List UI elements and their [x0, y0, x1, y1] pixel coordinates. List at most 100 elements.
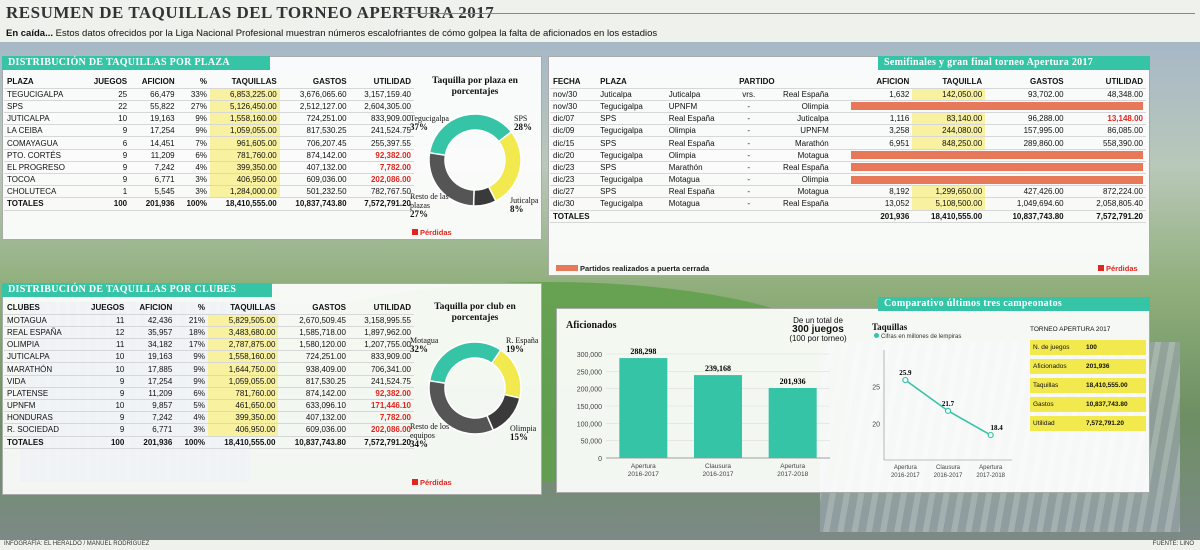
table-cell: 3,258 — [847, 124, 913, 138]
table-cell: 633,096.10 — [278, 399, 349, 413]
summary-row: N. de juegos 100 — [1030, 340, 1146, 355]
summary-value: 100 — [1086, 344, 1097, 351]
totals-cell: 100% — [177, 197, 210, 211]
table-row: dic/15 SPS Real España - Marathón 6,951 848,25… — [550, 136, 1146, 150]
table-cell: dic/27 — [550, 185, 598, 199]
x-tick-label: Apertura — [631, 463, 656, 470]
table-cell: EL PROGRESO — [4, 161, 83, 175]
match-cell: Real España - Juticalpa — [665, 112, 848, 126]
table-cell: 427,426.00 — [985, 185, 1067, 199]
table-cell: SPS — [4, 100, 83, 114]
table-cell: 1,049,694.60 — [985, 197, 1067, 211]
table-cell: nov/30 — [550, 100, 598, 114]
home-team: Juticalpa — [668, 89, 701, 99]
match-cell: Real España - Marathón — [665, 136, 848, 150]
column-header: UTILIDAD — [348, 302, 414, 315]
table-cell: 66,479 — [130, 88, 178, 101]
column-header: TAQUILLAS — [209, 76, 280, 89]
table-row: TEGUCIGALPA 25 66,479 33% 6,853,225.00 3,676,… — [4, 88, 414, 101]
plaza-donut-area: Taquilla por plaza en porcentajes Teguci… — [410, 76, 540, 238]
table-row: JUTICALPA 10 19,163 9% 1,558,160.00 724,251.0… — [4, 112, 414, 126]
table-cell: 17,254 — [127, 375, 176, 388]
totals-cell: 7,572,791.20 — [349, 197, 414, 211]
column-header: GASTOS — [278, 302, 349, 315]
table-row: R. SOCIEDAD 9 6,771 3% 406,950.00 609,036.00 2… — [4, 423, 414, 437]
donut-slice — [428, 341, 502, 385]
table-cell: 17% — [175, 338, 208, 352]
table-cell: 9% — [177, 124, 210, 138]
table-row: MOTAGUA 11 42,436 21% 5,829,505.00 2,670,509.… — [4, 314, 414, 327]
table-cell: 6,853,225.00 — [209, 88, 280, 101]
table-cell: UPNFM — [4, 399, 79, 413]
bar-chart-title: Aficionados — [566, 320, 617, 331]
table-cell: Tegucigalpa — [597, 197, 666, 211]
bar-value-label: 201,936 — [780, 377, 806, 386]
table-cell: 9 — [82, 124, 131, 138]
x-tick-label: 2017-2018 — [976, 473, 1005, 479]
x-tick-label: Clausura — [705, 463, 731, 470]
table-cell: 9 — [82, 161, 131, 175]
plaza-header: DISTRIBUCIÓN DE TAQUILLAS POR PLAZA — [2, 56, 270, 70]
table-cell: 202,086.00 — [349, 173, 414, 187]
summary-label: Taquillas — [1033, 382, 1059, 389]
column-header: TAQUILLA — [912, 76, 986, 89]
table-cell: TOCOA — [4, 173, 83, 187]
column-header: AFICION — [130, 76, 178, 89]
table-cell: 19,163 — [130, 112, 178, 126]
table-cell: 6,771 — [130, 173, 178, 187]
donut-slice — [490, 348, 522, 399]
table-cell: 6% — [175, 387, 208, 401]
totals-cell: 10,837,743.80 — [985, 209, 1067, 223]
table-row: dic/07 SPS Real España - Juticalpa 1,116 83,14… — [550, 112, 1146, 126]
bar-value-label: 239,168 — [705, 364, 731, 373]
home-team: Real España — [668, 138, 715, 148]
aficionados-bar-chart: 0 50,000 100,000 150,000 200,000 250,000 300,0… — [577, 347, 830, 478]
table-cell: 3,157,159.40 — [349, 88, 414, 101]
table-cell: dic/30 — [550, 197, 598, 211]
column-header: AFICION — [847, 76, 913, 89]
versus: - — [747, 114, 751, 124]
table-cell: 6,951 — [847, 136, 913, 150]
totals-row: TOTALES 100 201,936 100% 18,410,555.00 10,837… — [4, 197, 414, 211]
x-tick-label: Apertura — [780, 463, 805, 470]
table-cell: 19,163 — [127, 350, 176, 364]
plaza-donut-label-2: Juticalpa 8% — [510, 196, 539, 214]
y-tick-label: 200,000 — [577, 387, 602, 394]
table-cell: 171,446.10 — [348, 399, 414, 413]
summary-value: 7,572,791.20 — [1086, 420, 1124, 427]
table-cell: 55,822 — [130, 100, 178, 114]
plaza-donut-label-3: Resto de las plazas 27% — [410, 192, 449, 219]
line-point — [987, 431, 994, 439]
table-cell: 10 — [78, 399, 128, 413]
table-cell: 9% — [177, 112, 210, 126]
x-tick-label: 2016-2017 — [934, 473, 963, 479]
table-cell: 833,909.00 — [349, 112, 414, 126]
bar — [694, 375, 742, 458]
table-row: REAL ESPAÑA 12 35,957 18% 3,483,680.00 1,585,… — [4, 326, 414, 340]
table-cell: 48,348.00 — [1066, 88, 1146, 101]
infographic-subtitle: En caída... Estos datos ofrecidos por la… — [6, 28, 658, 39]
table-cell: HONDURAS — [4, 411, 79, 425]
column-header: GASTOS — [985, 76, 1067, 89]
versus: - — [747, 150, 751, 160]
totals-cell: 10,837,743.80 — [278, 435, 349, 449]
versus: - — [747, 187, 751, 197]
table-cell: 9 — [78, 375, 128, 388]
away-team: Real España — [782, 89, 829, 99]
table-cell: dic/20 — [550, 149, 598, 162]
home-team: UPNFM — [668, 101, 698, 111]
line-chart-subtitle: Cifras en millones de lempiras — [874, 333, 961, 340]
summary-table-title: TORNEO APERTURA 2017 — [1030, 326, 1111, 333]
closed-match-bar — [847, 100, 1146, 114]
table-cell: 241,524.75 — [349, 124, 414, 138]
away-team: Juticalpa — [797, 114, 829, 124]
clubs-donut-chart — [428, 341, 522, 435]
home-team: Olimpia — [668, 150, 696, 160]
table-cell: 399,350.00 — [207, 411, 279, 425]
semis-table: FECHA PLAZA PARTIDO AFICION TAQUILLA GASTOS UT… — [550, 76, 1146, 223]
table-cell: 6 — [82, 136, 131, 150]
table-cell: 782,767.50 — [349, 185, 414, 199]
table-cell: TEGUCIGALPA — [4, 88, 83, 101]
column-header: % — [175, 302, 208, 315]
column-header: CLUBES — [4, 302, 79, 315]
